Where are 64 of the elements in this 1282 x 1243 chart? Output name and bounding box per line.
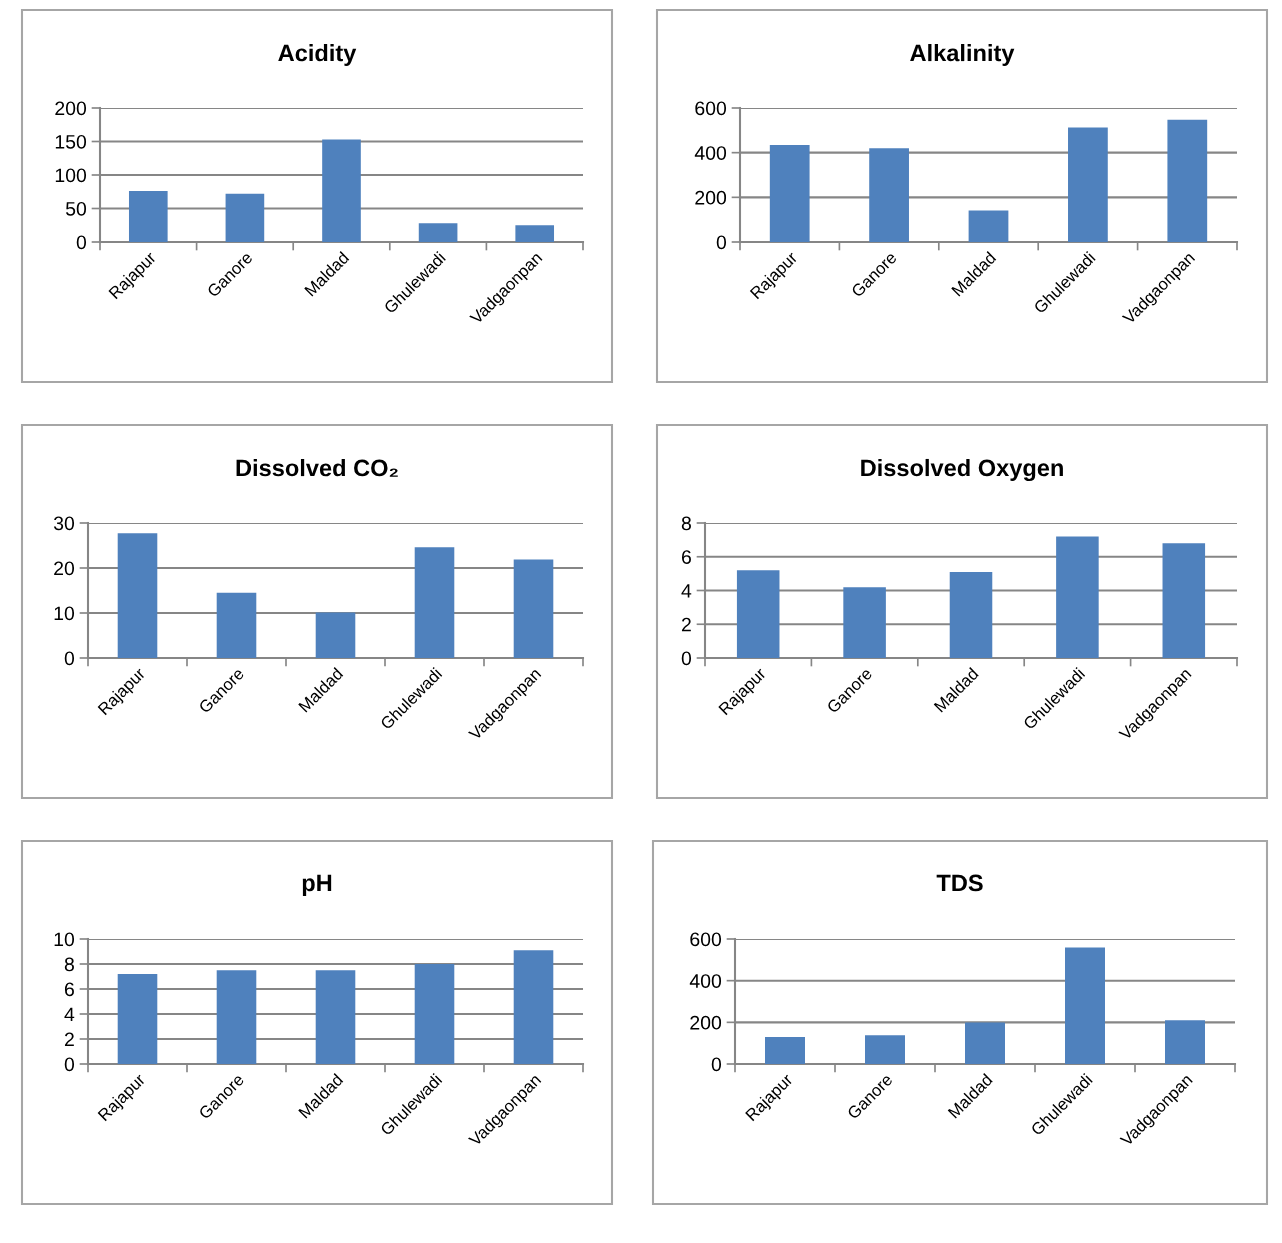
y-tick-label: 200 — [695, 190, 727, 205]
bar — [1068, 127, 1108, 242]
bar — [117, 974, 158, 1064]
bar — [765, 1037, 805, 1064]
chart-title: Acidity — [278, 44, 357, 66]
y-tick-label: 400 — [689, 974, 722, 988]
y-tick-label: 200 — [55, 101, 87, 116]
y-tick-label: 2 — [64, 1032, 74, 1047]
y-tick-label: 4 — [681, 584, 692, 598]
bar — [1167, 119, 1208, 242]
chart-title: TDS — [936, 874, 983, 892]
bar — [117, 533, 158, 658]
y-tick-label: 100 — [55, 168, 87, 183]
y-tick-label: 400 — [694, 146, 727, 160]
y-tick-label: 8 — [681, 516, 691, 531]
bar — [968, 210, 1009, 242]
bar — [414, 547, 455, 658]
bar — [1065, 947, 1105, 1064]
bar — [965, 1022, 1005, 1064]
y-tick-label: 0 — [64, 1057, 75, 1072]
y-tick-label: 50 — [65, 201, 87, 216]
y-tick-label: 30 — [53, 516, 75, 531]
y-tick-label: 4 — [64, 1007, 75, 1022]
bar — [216, 970, 257, 1064]
y-tick-label: 200 — [690, 1015, 722, 1030]
y-tick-label: 8 — [64, 957, 74, 972]
bar — [515, 225, 555, 242]
bar — [1162, 543, 1206, 658]
chart-title: Dissolved Oxygen — [861, 458, 1063, 482]
y-tick-label: 2 — [681, 617, 691, 632]
y-tick-label: 10 — [54, 606, 75, 621]
y-tick-label: 0 — [711, 1057, 722, 1072]
bar — [322, 139, 361, 242]
bar — [128, 191, 168, 242]
bar — [865, 1035, 905, 1064]
bar — [949, 571, 993, 658]
y-tick-label: 600 — [695, 101, 727, 116]
bar — [513, 950, 554, 1064]
bar — [1056, 536, 1099, 658]
bar — [315, 970, 356, 1064]
chart-title: pH — [302, 874, 332, 896]
y-tick-label: 6 — [681, 550, 691, 564]
y-tick-label: 0 — [76, 235, 87, 250]
bar — [225, 193, 265, 242]
bar — [1165, 1020, 1205, 1064]
y-tick-label: 20 — [54, 561, 75, 576]
y-tick-label: 6 — [64, 982, 74, 997]
bar — [418, 223, 458, 242]
bar — [869, 148, 909, 242]
bar — [769, 145, 810, 242]
y-tick-label: 600 — [690, 932, 722, 947]
bar — [513, 559, 554, 658]
bar — [216, 592, 257, 658]
y-tick-label: 150 — [55, 134, 87, 149]
bar — [843, 587, 886, 658]
y-tick-label: 0 — [64, 651, 75, 666]
y-tick-label: 10 — [54, 932, 75, 947]
chart-title: Alkalinity — [910, 44, 1015, 66]
y-tick-label: 0 — [716, 235, 727, 250]
chart-title: Dissolved CO₂ — [236, 458, 398, 477]
bar — [315, 612, 356, 658]
bar — [736, 570, 780, 658]
bar — [414, 964, 455, 1064]
y-tick-label: 0 — [681, 651, 692, 666]
